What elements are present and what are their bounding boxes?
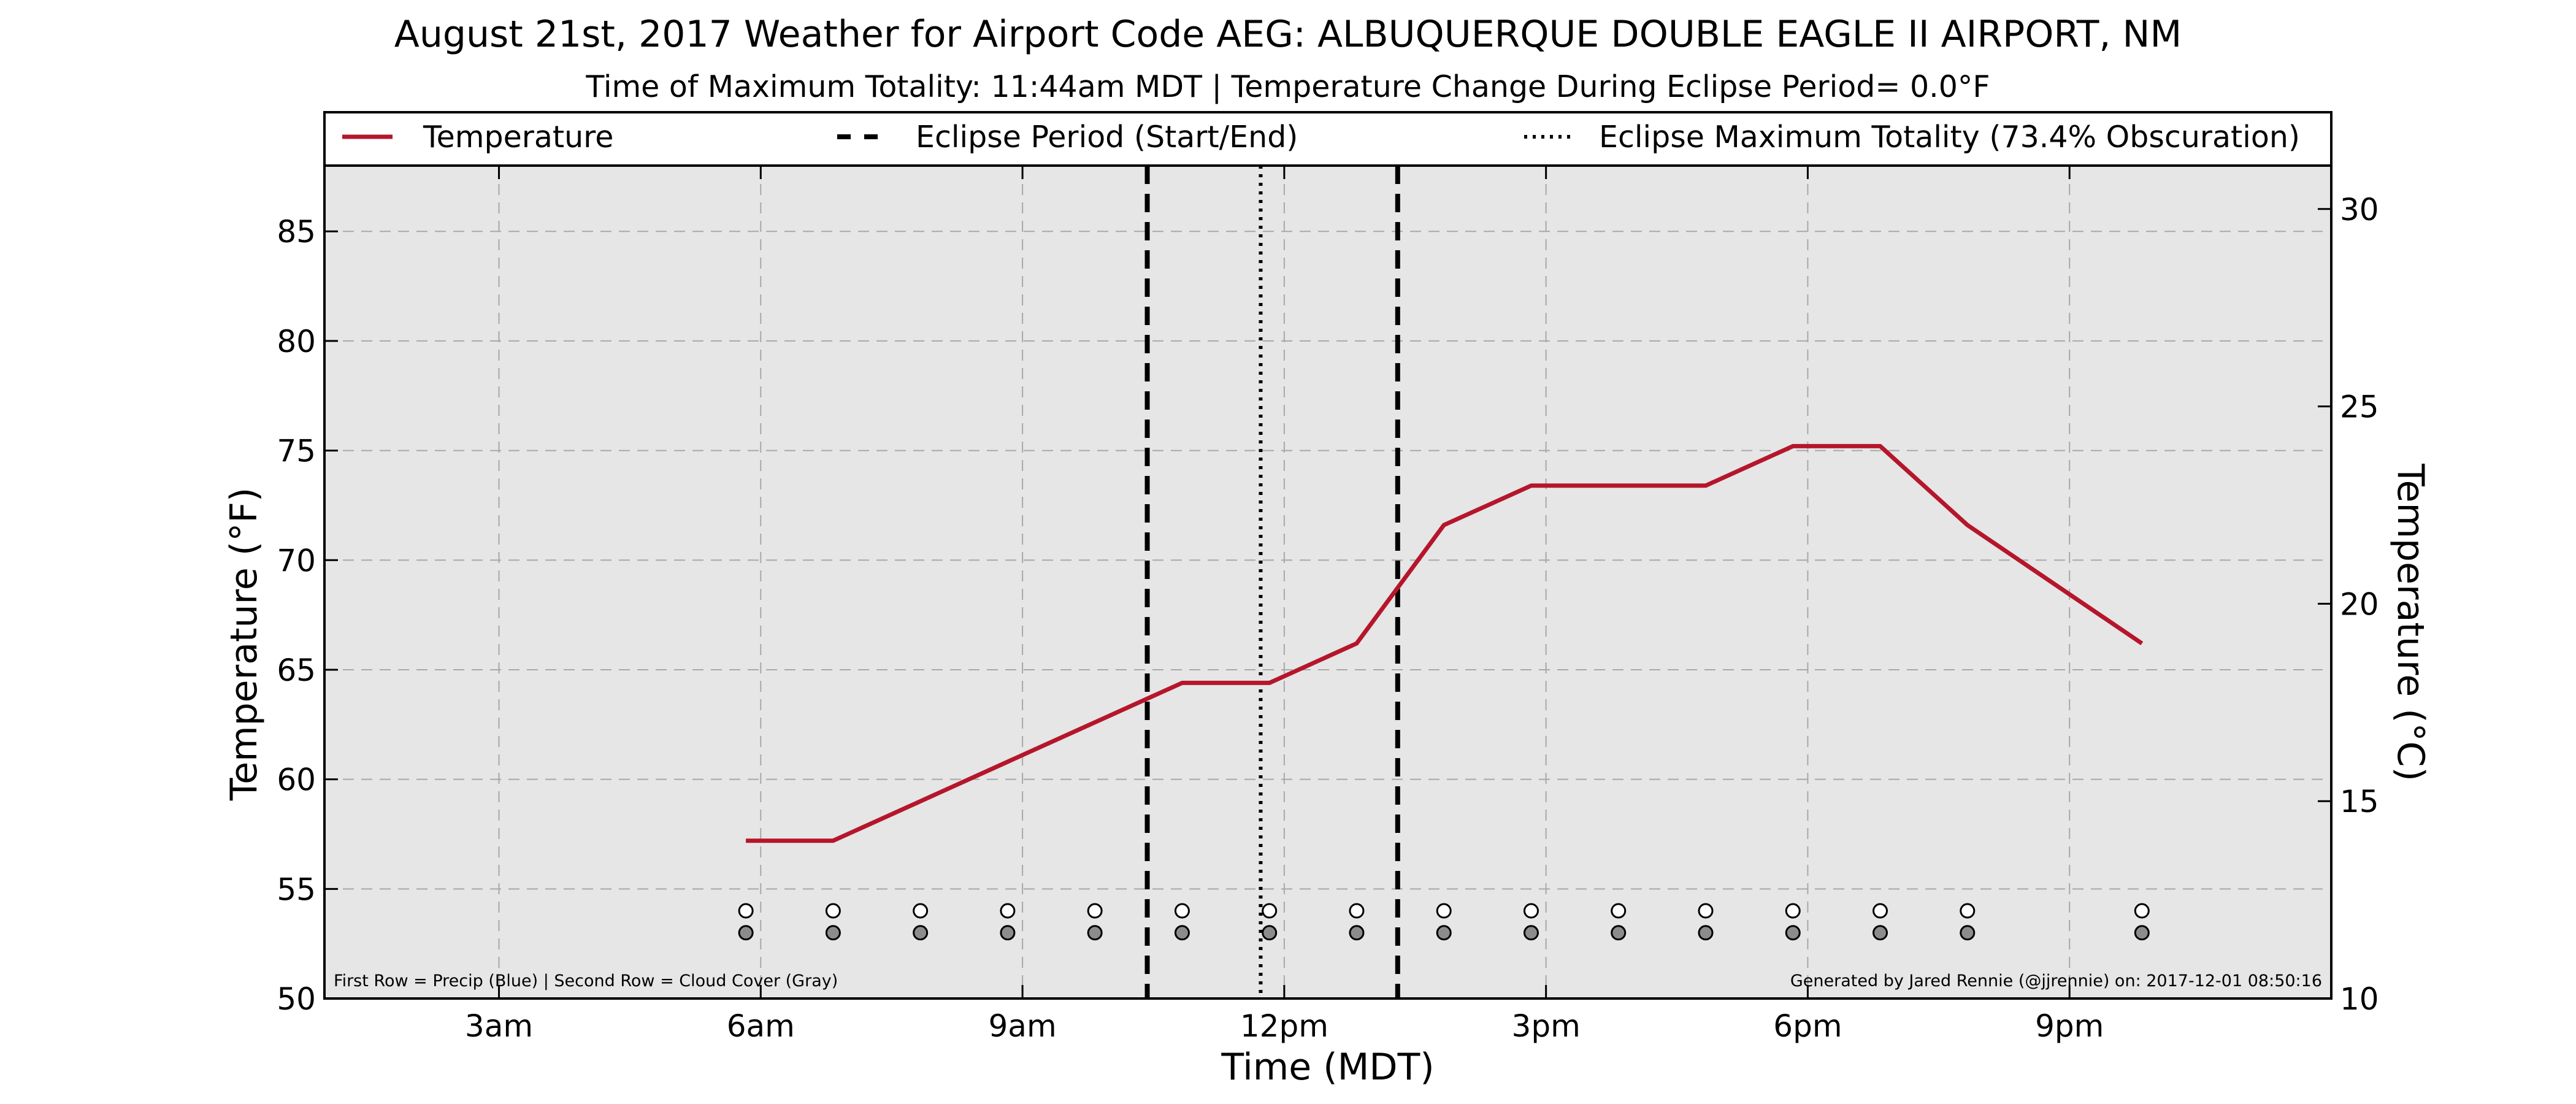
- chart-title: August 21st, 2017 Weather for Airport Co…: [394, 13, 2182, 56]
- cloud-marker: [1262, 925, 1278, 941]
- temperature-line: [746, 443, 2144, 843]
- legend-label: Temperature: [423, 120, 613, 155]
- x-tick-label: 9am: [989, 1008, 1057, 1044]
- y-tick-label: 85: [277, 214, 316, 250]
- precip-marker: [1873, 903, 1888, 919]
- y-tick-label: 80: [277, 324, 316, 359]
- cloud-marker: [1523, 925, 1539, 941]
- cloud-marker: [1873, 925, 1888, 941]
- eclipse-markers: [1144, 166, 1400, 999]
- cloud-marker: [2134, 925, 2150, 941]
- cloud-marker: [1611, 925, 1627, 941]
- precip-marker: [1000, 903, 1016, 919]
- legend-box: [323, 111, 2333, 167]
- y2-tick-label: 30: [2340, 192, 2379, 228]
- y-tick-label: 55: [277, 872, 316, 907]
- precip-marker: [1087, 903, 1103, 919]
- x-tick-label: 9pm: [2035, 1008, 2104, 1044]
- y2-tick-label: 15: [2340, 784, 2379, 819]
- axes: 3am 6am 9am 12pm 3pm 6pm 9pm 50 55 60 65 70 75 80 85 10…: [277, 166, 2379, 1044]
- y-axis-label: Temperature (°F): [223, 488, 266, 801]
- cloud-marker: [738, 925, 754, 941]
- cloud-marker: [1960, 925, 1976, 941]
- y-tick-label: 75: [277, 434, 316, 469]
- cloud-marker: [1436, 925, 1452, 941]
- y2-axis-label: Temperature (°C): [2389, 463, 2432, 781]
- series-layer: [746, 443, 2144, 843]
- precip-marker: [913, 903, 929, 919]
- cloud-marker: [1174, 925, 1190, 941]
- x-tick-label: 6pm: [1773, 1008, 1842, 1044]
- legend-label: Eclipse Maximum Totality (73.4% Obscurat…: [1599, 120, 2300, 155]
- plot-frame: [323, 164, 2333, 1000]
- footnote-right: Generated by Jared Rennie (@jjrennie) on…: [1790, 972, 2322, 991]
- precip-marker: [1262, 903, 1278, 919]
- precip-cloud-markers: [738, 903, 2150, 941]
- precip-marker: [2134, 903, 2150, 919]
- cloud-marker: [1785, 925, 1801, 941]
- precip-marker: [1174, 903, 1190, 919]
- cloud-marker: [1087, 925, 1103, 941]
- cloud-marker: [913, 925, 929, 941]
- precip-marker: [1523, 903, 1539, 919]
- y-tick-label: 60: [277, 762, 316, 798]
- precip-marker: [1960, 903, 1976, 919]
- y-tick-label: 50: [277, 981, 316, 1017]
- legend: Temperature Eclipse Period (Start/End) Ecl…: [323, 111, 2333, 167]
- precip-marker: [825, 903, 841, 919]
- cloud-marker: [1000, 925, 1016, 941]
- cloud-marker: [1698, 925, 1714, 941]
- precip-marker: [738, 903, 754, 919]
- plot-area: [324, 166, 2331, 999]
- y2-tick-label: 10: [2340, 981, 2379, 1017]
- y-tick-label: 65: [277, 653, 316, 688]
- cloud-marker: [1349, 925, 1365, 941]
- x-tick-label: 3pm: [1512, 1008, 1581, 1044]
- precip-marker: [1349, 903, 1365, 919]
- legend-label: Eclipse Period (Start/End): [916, 120, 1298, 155]
- x-axis-label: Time (MDT): [1221, 1046, 1434, 1089]
- precip-marker: [1698, 903, 1714, 919]
- x-tick-label: 12pm: [1240, 1008, 1328, 1044]
- chart-subtitle: Time of Maximum Totality: 11:44am MDT | …: [585, 69, 1990, 104]
- precip-marker: [1436, 903, 1452, 919]
- precip-marker: [1611, 903, 1627, 919]
- y-tick-label: 70: [277, 543, 316, 578]
- footnote-left: First Row = Precip (Blue) | Second Row =…: [334, 972, 838, 991]
- cloud-marker: [825, 925, 841, 941]
- x-tick-label: 3am: [465, 1008, 533, 1044]
- y2-tick-label: 20: [2340, 586, 2379, 622]
- y2-tick-label: 25: [2340, 389, 2379, 425]
- x-tick-label: 6am: [727, 1008, 795, 1044]
- precip-marker: [1785, 903, 1801, 919]
